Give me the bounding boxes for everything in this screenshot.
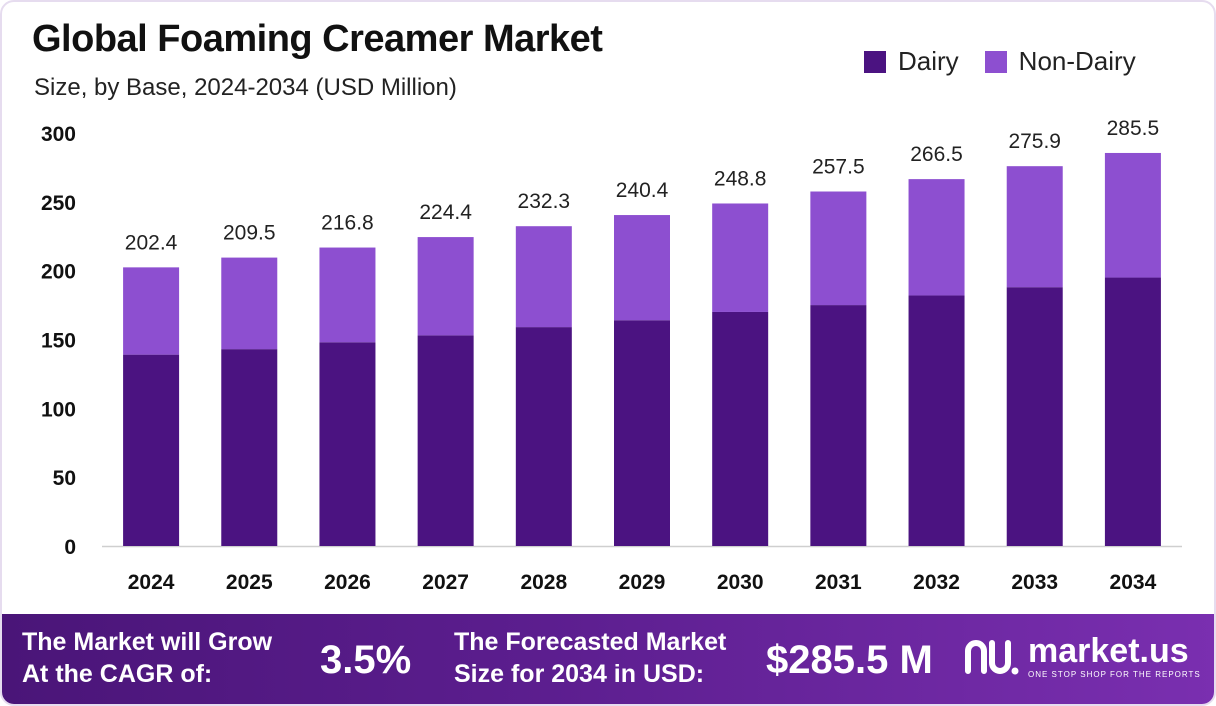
legend-swatch-non-dairy: [984, 50, 1007, 73]
bar-non-dairy-2027: [417, 237, 474, 336]
bar-dairy-2028: [515, 327, 572, 546]
x-tick-label: 2031: [815, 571, 862, 594]
y-tick-label: 200: [41, 261, 76, 284]
bar-dairy-2025: [221, 349, 278, 546]
y-tick-label: 150: [41, 330, 76, 353]
bar-total-label: 209.5: [223, 222, 276, 245]
bar-total-label: 266.5: [910, 143, 963, 166]
forecast-label-line2: Size for 2034 in USD:: [454, 660, 705, 688]
bar-non-dairy-2030: [712, 203, 769, 312]
bar-non-dairy-2026: [319, 247, 376, 343]
x-tick-label: 2033: [1011, 571, 1058, 594]
bar-non-dairy-2025: [221, 257, 278, 350]
x-tick-label: 2028: [520, 571, 567, 594]
y-tick-label: 300: [41, 123, 76, 146]
x-tick-label: 2030: [717, 571, 764, 594]
bar-non-dairy-2033: [1006, 166, 1063, 288]
bar-dairy-2032: [908, 295, 965, 546]
cagr-label: The Market will Grow At the CAGR of:: [22, 626, 272, 690]
chart-subtitle: Size, by Base, 2024-2034 (USD Million): [34, 74, 457, 101]
y-tick-label: 250: [41, 192, 76, 215]
bar-dairy-2029: [614, 320, 670, 546]
bar-total-label: 275.9: [1008, 130, 1061, 153]
bar-non-dairy-2032: [908, 179, 965, 296]
legend-swatch-dairy: [864, 50, 886, 73]
x-tick-label: 2027: [422, 571, 469, 594]
stacked-bar-chart: 0 50 100 150 200 250 300 202.4 2024 209.5 2025 216.…: [41, 117, 1182, 594]
bar-non-dairy-2034: [1104, 152, 1161, 278]
bar-total-label: 224.4: [419, 201, 472, 224]
forecast-label: The Forecasted Market Size for 2034 in U…: [454, 626, 726, 690]
bar-dairy-2033: [1006, 287, 1063, 546]
bar-dairy-2030: [712, 311, 769, 546]
y-tick-label: 50: [53, 467, 76, 490]
legend: Dairy Non-Dairy: [864, 46, 1136, 77]
bar-total-label: 240.4: [616, 179, 669, 202]
cagr-label-line1: The Market will Grow: [22, 628, 273, 656]
bar-non-dairy-2029: [614, 215, 670, 321]
bar-total-label: 202.4: [125, 231, 178, 254]
bar-total-label: 232.3: [518, 190, 571, 213]
y-tick-label: 100: [41, 398, 76, 421]
bar-dairy-2031: [810, 305, 867, 546]
logo-text: market.us: [1028, 632, 1189, 670]
x-tick-label: 2024: [128, 571, 175, 594]
x-tick-label: 2034: [1110, 571, 1157, 594]
footer-banner: The Market will Grow At the CAGR of: 3.5…: [2, 614, 1214, 704]
logo-tagline: ONE STOP SHOP FOR THE REPORTS: [1028, 670, 1201, 679]
y-tick-label: 0: [64, 536, 76, 559]
market-us-logo-icon: [965, 639, 1019, 674]
x-tick-label: 2026: [324, 571, 371, 594]
bar-total-label: 257.5: [812, 156, 865, 179]
cagr-label-line2: At the CAGR of:: [22, 660, 213, 688]
bar-dairy-2034: [1104, 277, 1161, 546]
bar-non-dairy-2028: [515, 226, 572, 328]
bar-total-label: 285.5: [1107, 117, 1160, 140]
bar-total-label: 216.8: [321, 212, 374, 235]
bar-dairy-2027: [417, 335, 474, 546]
forecast-label-line1: The Forecasted Market: [454, 628, 727, 656]
x-tick-label: 2025: [226, 571, 273, 594]
bar-dairy-2026: [319, 342, 376, 546]
legend-label-dairy: Dairy: [898, 46, 959, 76]
legend-label-non-dairy: Non-Dairy: [1018, 46, 1136, 76]
forecast-value: $285.5 M: [766, 638, 933, 682]
market-us-logo: market.us ONE STOP SHOP FOR THE REPORTS: [964, 634, 1201, 679]
bar-non-dairy-2024: [123, 267, 180, 355]
bar-total-label: 248.8: [714, 167, 767, 190]
bar-non-dairy-2031: [810, 191, 867, 306]
legend-item-dairy: Dairy: [864, 46, 959, 77]
chart-title: Global Foaming Creamer Market: [32, 18, 603, 60]
legend-item-non-dairy: Non-Dairy: [984, 46, 1136, 77]
bar-dairy-2024: [123, 354, 180, 546]
x-tick-label: 2032: [913, 571, 960, 594]
x-tick-label: 2029: [619, 571, 666, 594]
cagr-value: 3.5%: [320, 638, 412, 682]
